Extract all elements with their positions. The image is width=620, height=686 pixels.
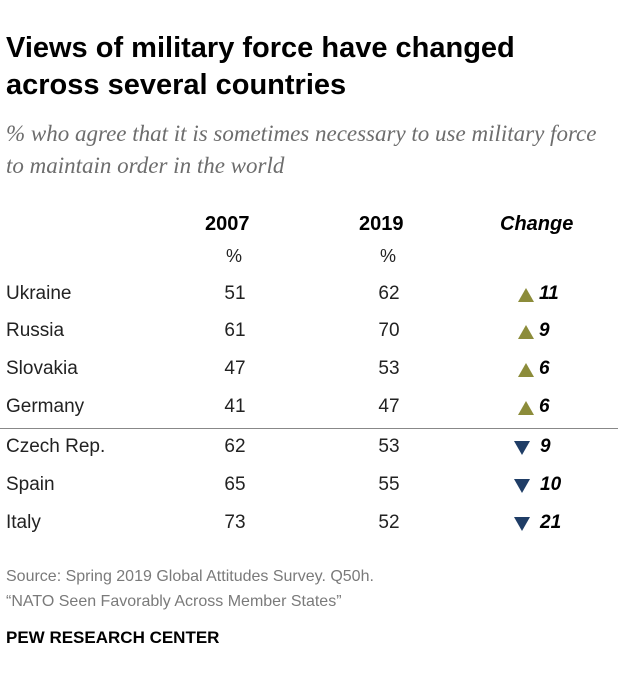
- column-header-2007: 2007: [205, 213, 250, 235]
- change-value: 6: [539, 396, 550, 417]
- value-2007: 47: [224, 358, 246, 379]
- unit-label-2007: %: [226, 246, 243, 266]
- value-2019: 53: [378, 358, 400, 379]
- row-label: Germany: [6, 396, 85, 417]
- column-header-2019: 2019: [359, 213, 404, 235]
- value-2007: 62: [224, 436, 246, 457]
- value-2019: 47: [378, 396, 400, 417]
- source-line-1: Source: Spring 2019 Global Attitudes Sur…: [6, 568, 374, 585]
- top-rule: [0, 0, 620, 6]
- triangle-up-icon: [518, 288, 534, 302]
- unit-label-2019: %: [380, 246, 397, 266]
- chart-subtitle: % who agree that it is sometimes necessa…: [6, 121, 597, 178]
- change-value: 6: [539, 358, 550, 379]
- change-value: 11: [539, 283, 559, 304]
- value-2019: 53: [378, 436, 400, 457]
- change-value: 9: [539, 320, 550, 341]
- source-note: Source: Spring 2019 Global Attitudes Sur…: [6, 564, 374, 614]
- row-label: Slovakia: [6, 358, 78, 379]
- row-label: Italy: [6, 512, 41, 533]
- source-line-2: “NATO Seen Favorably Across Member State…: [6, 593, 342, 610]
- row-label: Ukraine: [6, 283, 72, 304]
- row-label: Czech Rep.: [6, 436, 106, 457]
- triangle-up-icon: [518, 401, 534, 415]
- brand-label: PEW RESEARCH CENTER: [6, 628, 220, 647]
- value-2019: 52: [378, 512, 400, 533]
- change-value: 9: [540, 436, 551, 457]
- triangle-up-icon: [518, 325, 534, 339]
- value-2019: 70: [378, 320, 400, 341]
- triangle-down-icon: [514, 479, 530, 493]
- chart-title: Views of military force have changed acr…: [6, 32, 515, 101]
- value-2019: 62: [378, 283, 400, 304]
- table-divider: [0, 428, 618, 429]
- row-label: Spain: [6, 474, 55, 495]
- value-2007: 41: [224, 396, 246, 417]
- value-2007: 51: [224, 283, 246, 304]
- column-header-change: Change: [500, 213, 574, 235]
- triangle-down-icon: [514, 517, 530, 531]
- value-2007: 65: [224, 474, 246, 495]
- triangle-up-icon: [518, 363, 534, 377]
- change-value: 21: [540, 512, 562, 533]
- value-2019: 55: [378, 474, 400, 495]
- triangle-down-icon: [514, 441, 530, 455]
- value-2007: 61: [224, 320, 246, 341]
- change-value: 10: [540, 474, 562, 495]
- value-2007: 73: [224, 512, 246, 533]
- row-label: Russia: [6, 320, 65, 341]
